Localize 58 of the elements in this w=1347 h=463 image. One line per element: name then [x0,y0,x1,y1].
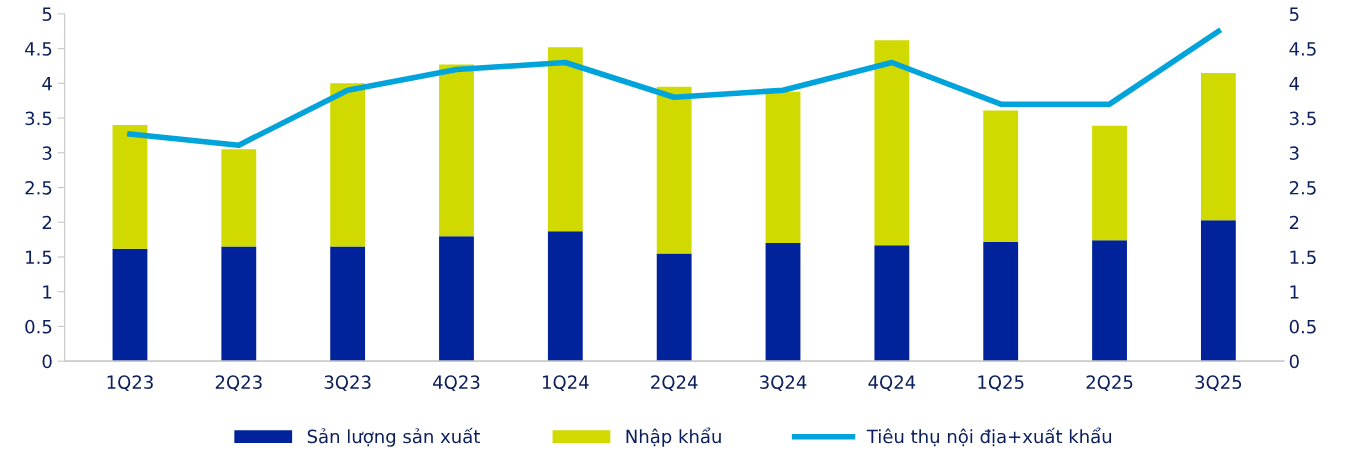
y-tick-label: 5 [1289,7,1299,22]
bar [112,248,148,362]
x-tick-label: 4Q24 [868,375,916,392]
y2-tick-label: 2.5 [25,180,52,195]
y2-tick-label: 3 [42,146,52,160]
y2-tick-label: 1 [43,285,52,299]
bar [439,64,474,237]
bar [547,231,583,362]
x-tick-label: 1Q23 [107,375,153,392]
x-tick-label: 4Q23 [433,375,480,392]
y-tick-label: 3.5 [1289,111,1316,126]
bar [330,83,366,247]
y-tick-label: 3 [1289,146,1299,160]
legend-label: Sản lượng sản xuất [307,427,480,447]
bar [656,86,692,254]
y-tick-label: 2 [1289,215,1299,230]
y2-tick-label: 3.5 [25,111,52,126]
bar [221,149,257,247]
y2-tick-label: 4.5 [25,42,52,56]
x-tick-label: 1Q25 [978,375,1024,392]
bar [439,236,474,362]
y-tick-label: 2.5 [1289,180,1316,195]
x-tick-label: 2Q25 [1086,375,1133,392]
legend-label: Tiêu thụ nội địa+xuất khẩu [866,427,1112,447]
y2-tick-label: 5 [42,7,52,22]
y-tick-label: 0 [1289,354,1299,369]
bar [1092,125,1127,241]
y-tick-label: 1.5 [1290,250,1316,265]
bar [1200,72,1236,221]
y2-tick-label: 4 [42,77,52,91]
bar [874,245,910,362]
x-tick-label: 2Q23 [215,375,262,392]
y2-tick-label: 2 [42,215,52,230]
y2-tick-label: 1.5 [26,250,52,265]
y2-tick-label: 0.5 [25,319,52,334]
bar [1092,240,1127,362]
bar [874,40,910,246]
bar [547,47,583,232]
bar [1200,220,1236,362]
y-tick-label: 0.5 [1289,319,1316,334]
bar [765,91,801,244]
x-tick-label: 3Q25 [1195,375,1242,392]
legend-label: Nhập khẩu [626,427,721,447]
y-tick-label: 1 [1290,285,1299,299]
bar [765,243,801,362]
y-tick-label: 4.5 [1289,42,1316,56]
bar [112,125,148,249]
bar [656,253,692,362]
x-tick-label: 3Q23 [324,375,371,392]
x-tick-label: 3Q24 [760,375,807,392]
y2-tick-label: 0 [42,354,52,369]
bar [983,110,1019,242]
x-tick-label: 1Q24 [542,375,589,392]
bar [221,246,257,362]
x-tick-label: 2Q24 [651,375,698,392]
y-tick-label: 4 [1289,77,1300,91]
bar [983,241,1019,362]
bar [330,246,366,362]
